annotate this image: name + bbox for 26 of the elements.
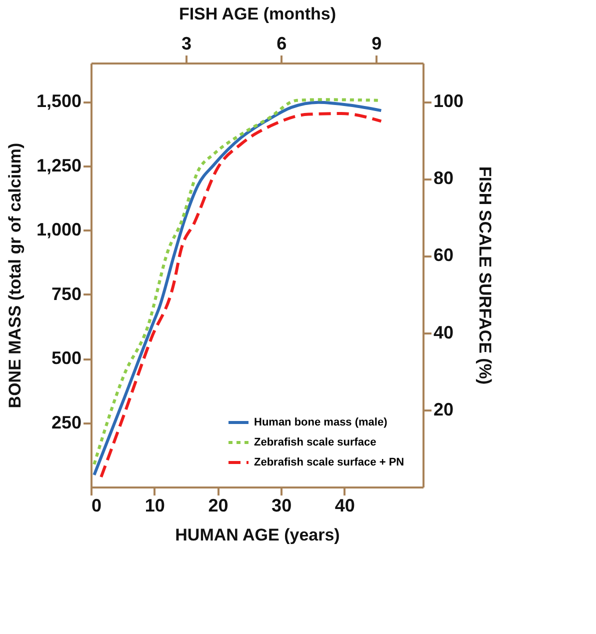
legend-label: Zebrafish scale surface [254, 436, 376, 448]
y-tick-label: 1,000 [36, 220, 82, 240]
y-tick-label: 750 [51, 284, 82, 304]
x-tick-label: 10 [144, 496, 165, 516]
y2-tick-label: 40 [434, 322, 454, 342]
y2-tick-label: 100 [434, 91, 464, 112]
x-tick-label: 30 [272, 496, 292, 516]
y-tick-label: 500 [51, 348, 82, 368]
y-tick-label: 250 [51, 412, 82, 432]
y2-tick-label: 20 [434, 399, 454, 420]
legend-label: Zebrafish scale surface + PN [254, 456, 404, 468]
x-axis-title: HUMAN AGE (years) [175, 526, 340, 544]
y-axis-title: BONE MASS (total gr of calcium) [5, 142, 24, 408]
x2-axis-title: FISH AGE (months) [178, 4, 336, 24]
legend-label: Human bone mass (male) [254, 416, 388, 428]
y-tick-label: 1,250 [36, 155, 82, 176]
x-tick-label: 20 [208, 496, 228, 516]
x2-tick-label: 3 [182, 34, 192, 54]
y2-tick-label: 60 [434, 245, 454, 266]
y2-tick-label: 80 [434, 168, 454, 188]
x-tick-label: 0 [92, 496, 102, 516]
y-tick-label: 1,500 [36, 91, 82, 112]
x2-tick-label: 9 [372, 34, 382, 54]
y2-axis-title: FISH SCALE SURFACE (%) [476, 166, 495, 385]
x-tick-label: 40 [334, 496, 355, 516]
x2-tick-label: 6 [276, 34, 287, 54]
